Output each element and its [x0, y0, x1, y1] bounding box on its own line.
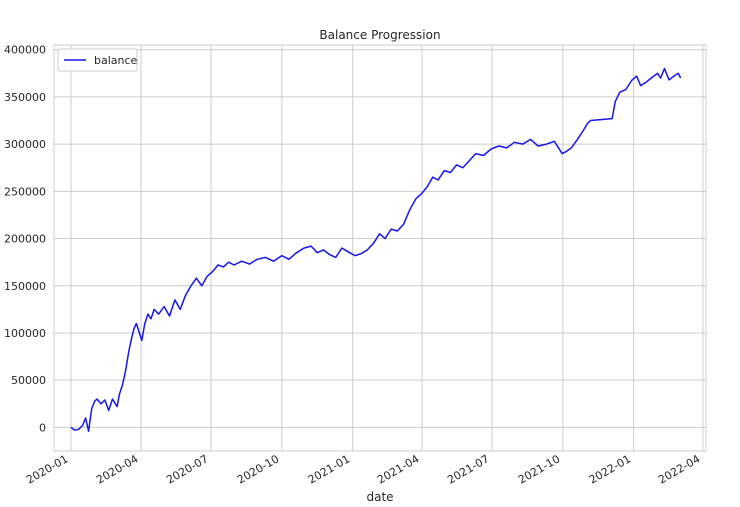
y-tick-label: 0: [39, 421, 46, 434]
y-tick-label: 150000: [4, 280, 46, 293]
y-tick-label: 250000: [4, 185, 46, 198]
chart-title: Balance Progression: [319, 28, 440, 42]
x-tick-label: 2021-04: [375, 452, 421, 486]
x-tick-label: 2020-10: [235, 452, 281, 486]
legend: balance: [57, 48, 138, 72]
legend-label-balance: balance: [94, 54, 138, 67]
x-tick-label: 2022-04: [656, 452, 702, 486]
series-layer: [70, 67, 682, 432]
x-tick-label: 2021-01: [306, 452, 352, 486]
tick-labels: 0 50000 100000 150000 200000 250000 300000 3500…: [4, 44, 702, 487]
plot-frame: [53, 44, 707, 452]
legend-box: [57, 48, 138, 72]
x-tick-label: 2020-07: [164, 452, 210, 486]
y-tick-label: 350000: [4, 91, 46, 104]
grid: [54, 45, 706, 451]
y-tick-label: 400000: [4, 44, 46, 57]
y-tick-label: 300000: [4, 138, 46, 151]
x-tick-label: 2021-07: [445, 452, 491, 486]
x-tick-label: 2022-01: [587, 452, 633, 486]
x-tick-label: 2020-04: [94, 452, 140, 486]
y-tick-label: 50000: [11, 374, 46, 387]
y-tick-label: 200000: [4, 233, 46, 246]
x-tick-label: 2021-10: [516, 452, 562, 486]
series-line-balance: [70, 67, 682, 432]
y-tick-label: 100000: [4, 327, 46, 340]
x-axis-label: date: [366, 490, 393, 504]
x-tick-label: 2020-01: [24, 452, 70, 486]
